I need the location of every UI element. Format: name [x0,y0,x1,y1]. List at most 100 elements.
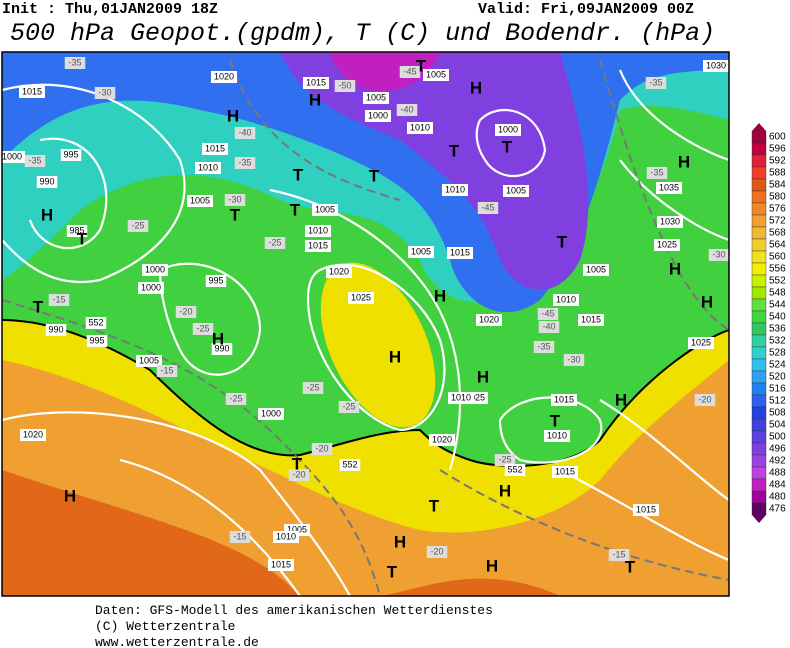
label-box [703,60,729,72]
label-box [48,294,70,306]
label-box [36,176,58,188]
pressure-center: T [230,205,241,224]
valid-time: Valid: Fri,09JAN2009 00Z [478,1,694,18]
label-box [312,204,338,216]
temperature-label: -15 [612,549,625,559]
colorbar-cap [752,515,766,523]
temp-isolines [2,59,729,596]
temperature-label: -25 [306,382,319,392]
label-box [494,454,516,466]
pressure-label: 1005 [139,355,159,365]
pressure-label: 1015 [450,247,470,257]
label-box [563,354,585,366]
pressure-label: 1015 [306,77,326,87]
pressure-center: H [615,390,627,409]
pressure-center: H [486,556,498,575]
pressure-label: 1025 [657,239,677,249]
pressure-label: 1005 [426,69,446,79]
colorbar-swatch [751,430,767,444]
colorbar-label: 516 [769,384,786,395]
pressure-center: H [499,481,511,500]
label-box [305,225,331,237]
label-box [2,151,25,163]
label-box [138,282,164,294]
colorbar-swatch [751,202,767,216]
label-box [175,306,197,318]
temperature-label: -15 [233,531,246,541]
temperature-label: -35 [649,77,662,87]
pressure-label: 1020 [23,429,43,439]
colorbar-swatch [751,346,767,360]
temperature-label: -15 [160,365,173,375]
colorbar-label: 580 [769,192,786,203]
label-box [224,194,246,206]
label-box [363,92,389,104]
label-box [288,469,310,481]
label-box [447,247,473,259]
colorbar-swatch [751,226,767,240]
pressure-label: 1025 [465,392,485,402]
colorbar-label: 476 [769,504,786,515]
label-box [86,335,108,347]
pressure-label: 1020 [432,434,452,444]
pressure-label: 1010 [276,531,296,541]
colorbar-label: 504 [769,420,786,431]
colorbar-label: 564 [769,240,786,251]
colorbar-label: 572 [769,216,786,227]
pressure-label: 1010 [308,225,328,235]
pressure-label: 1005 [287,524,307,534]
temperature-label: -45 [481,202,494,212]
temperature-label: -50 [338,80,351,90]
label-box [338,401,360,413]
colorbar-swatch [751,130,767,144]
label-box [633,504,659,516]
label-box [657,216,683,228]
pressure-center: H [477,367,489,386]
temperature-label: -20 [430,546,443,556]
colorbar-label: 508 [769,408,786,419]
label-box [583,264,609,276]
label-box [646,167,668,179]
colorbar-swatch [751,310,767,324]
colorbar-swatch [751,418,767,432]
pressure-label: 1020 [329,266,349,276]
colorbar-label: 588 [769,168,786,179]
colorbar-label: 576 [769,204,786,215]
label-box [264,237,286,249]
pressure-center: H [434,286,446,305]
pressure-label: 1025 [691,337,711,347]
colorbar-swatch [751,274,767,288]
pressure-center: T [369,166,380,185]
pressure-label: 1015 [22,86,42,96]
label-box [156,365,178,377]
pressure-center: H [212,329,224,348]
pressure-center: H [41,205,53,224]
pressure-label: 552 [342,459,357,469]
colorbar-swatch [751,322,767,336]
pressure-label: 1005 [190,195,210,205]
footer-source: Daten: GFS-Modell des amerikanischen Wet… [95,603,493,618]
label-box [504,464,526,476]
colorbar-label: 480 [769,492,786,503]
label-box [448,392,474,404]
pressure-center: T [550,411,561,430]
pressure-label: 1010 [198,162,218,172]
label-box [136,355,162,367]
temperature-label: -25 [342,401,355,411]
pressure-center: T [293,165,304,184]
label-box [694,394,716,406]
pressure-center: H [394,532,406,551]
footer-url: www.wetterzentrale.de [95,635,259,648]
pressure-label: 1030 [706,60,726,70]
pressure-label: 1005 [411,246,431,256]
label-box [85,317,107,329]
pressure-center: H [701,292,713,311]
colorbar-swatch [751,442,767,456]
pressure-label: 1000 [141,282,161,292]
colorbar-label: 512 [769,396,786,407]
pressure-center: T [290,200,301,219]
temperature-label: -25 [498,454,511,464]
pressure-label: 985 [69,225,84,235]
colorbar-swatch [751,502,767,516]
pressure-center: H [678,152,690,171]
